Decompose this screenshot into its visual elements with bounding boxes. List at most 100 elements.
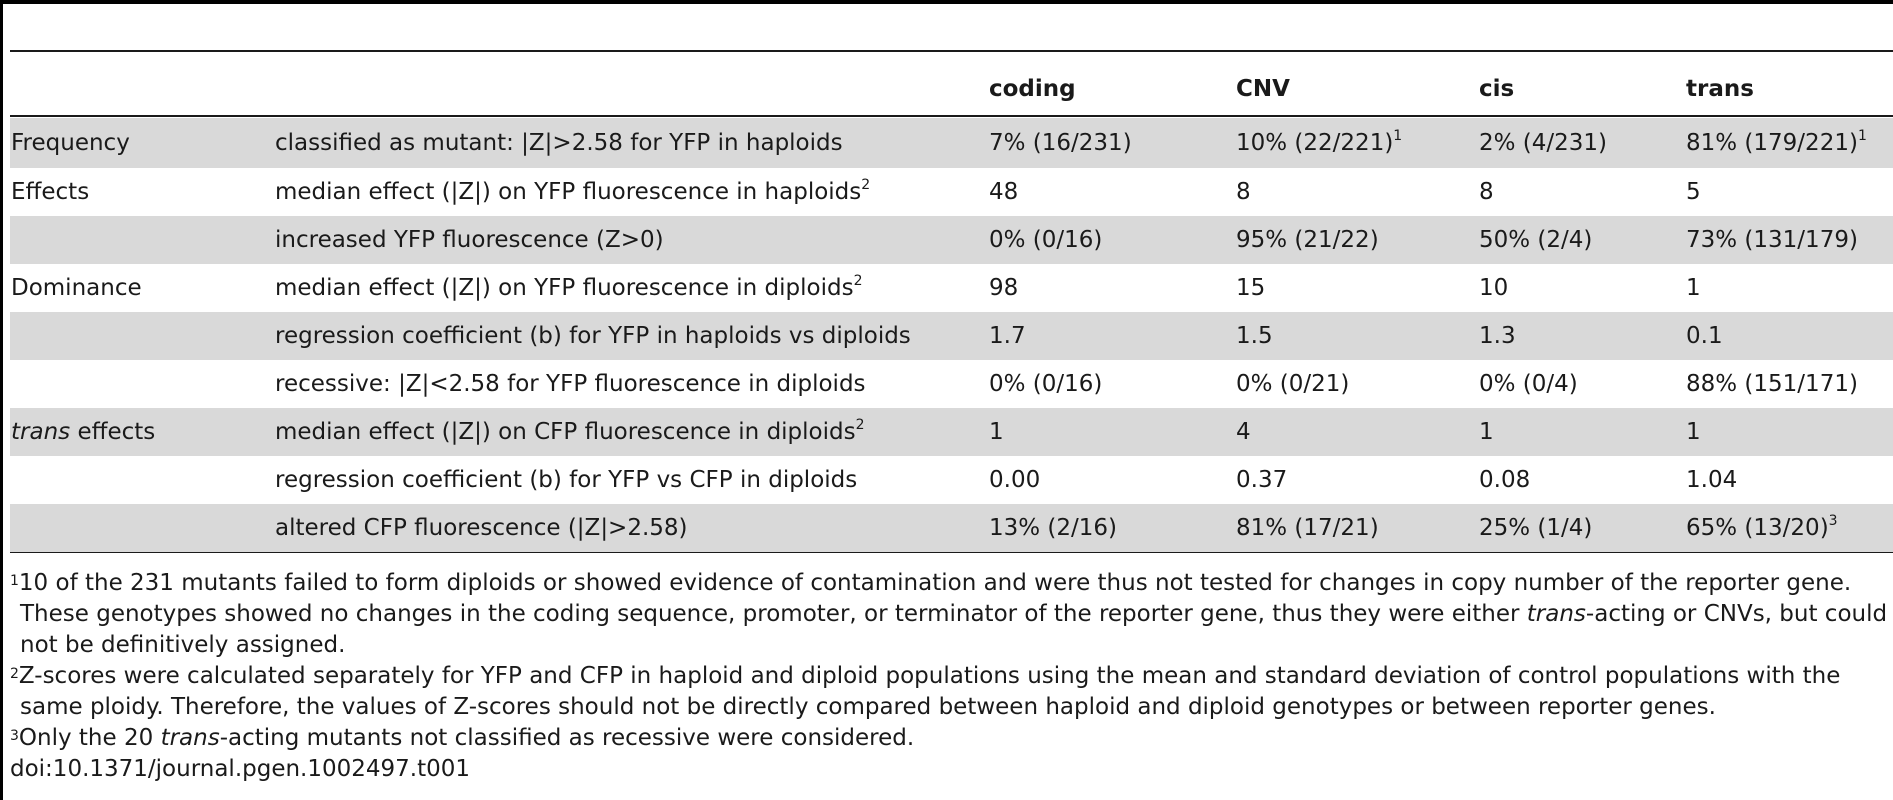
row-measure-text: regression coefficient (b) for YFP in ha…	[275, 323, 911, 349]
cell-coding-value: 1.7	[989, 323, 1026, 349]
row-group-label: Frequency	[10, 118, 274, 168]
footnote-1-text-a: 10 of the 231 mutants failed to form dip…	[18, 570, 1852, 627]
header-measure	[274, 61, 988, 118]
cell-cnv: 81% (17/21)	[1235, 504, 1478, 552]
row-group-label	[10, 360, 274, 408]
row-measure-text: median effect (|Z|) on YFP fluorescence …	[275, 179, 862, 205]
cell-cnv-value: 81% (17/21)	[1236, 515, 1379, 541]
cell-cis-value: 2% (4/231)	[1479, 130, 1608, 156]
left-border-rule	[0, 0, 3, 800]
row-group-label	[10, 504, 274, 552]
header-bottom-rule	[10, 115, 1893, 117]
footnote-3-text-b: -acting mutants not classified as recess…	[219, 725, 915, 751]
header-trans: trans	[1686, 75, 1754, 102]
footnote-3-mark: 3	[10, 728, 19, 744]
cell-cnv: 95% (21/22)	[1235, 216, 1478, 264]
footnote-1: 110 of the 231 mutants failed to form di…	[10, 568, 1893, 661]
row-measure-text: increased YFP fluorescence (Z>0)	[275, 227, 664, 253]
row-measure: recessive: |Z|<2.58 for YFP fluorescence…	[274, 360, 988, 408]
cell-coding: 0% (0/16)	[988, 216, 1235, 264]
cell-trans: 88% (151/171)	[1685, 360, 1893, 408]
row-measure: regression coefficient (b) for YFP vs CF…	[274, 456, 988, 504]
row-measure-text: recessive: |Z|<2.58 for YFP fluorescence…	[275, 371, 866, 397]
table-row: recessive: |Z|<2.58 for YFP fluorescence…	[10, 360, 1893, 408]
cell-cnv: 8	[1235, 168, 1478, 216]
header-cnv: CNV	[1236, 75, 1290, 102]
row-group-text: Frequency	[11, 130, 130, 156]
row-measure: median effect (|Z|) on CFP fluorescence …	[274, 408, 988, 456]
cell-cnv-value: 95% (21/22)	[1236, 227, 1379, 253]
cell-trans-value: 65% (13/20)	[1686, 515, 1829, 541]
cell-cis: 0.08	[1478, 456, 1685, 504]
cell-trans-value: 73% (131/179)	[1686, 227, 1858, 253]
cell-trans-value: 1.04	[1686, 467, 1738, 493]
cell-cnv-value: 0% (0/21)	[1236, 371, 1350, 397]
cell-trans-value: 5	[1686, 179, 1701, 205]
cell-cnv: 10% (22/221)1	[1235, 118, 1478, 168]
table-row: trans effects median effect (|Z|) on CFP …	[10, 408, 1893, 456]
table-bottom-rule	[10, 551, 1893, 553]
table-row: Effects median effect (|Z|) on YFP fluore…	[10, 168, 1893, 216]
row-measure: regression coefficient (b) for YFP in ha…	[274, 312, 988, 360]
header-cis: cis	[1479, 75, 1515, 102]
cell-coding-value: 1	[989, 419, 1004, 445]
cell-coding: 1	[988, 408, 1235, 456]
cell-cis: 1.3	[1478, 312, 1685, 360]
header-group	[10, 61, 274, 118]
cell-coding-value: 0% (0/16)	[989, 371, 1103, 397]
row-group-label: Dominance	[10, 264, 274, 312]
table-row: increased YFP fluorescence (Z>0) 0% (0/16…	[10, 216, 1893, 264]
row-measure: increased YFP fluorescence (Z>0)	[274, 216, 988, 264]
cell-trans-value: 1	[1686, 275, 1701, 301]
cell-trans: 81% (179/221)1	[1685, 118, 1893, 168]
footnote-2-text: Z-scores were calculated separately for …	[18, 663, 1841, 720]
cell-cnv-value: 4	[1236, 419, 1251, 445]
cell-coding: 0% (0/16)	[988, 360, 1235, 408]
cell-trans-value: 0.1	[1686, 323, 1723, 349]
cell-cnv-value: 15	[1236, 275, 1266, 301]
cell-cnv-value: 10% (22/221)	[1236, 130, 1394, 156]
header-coding: coding	[989, 75, 1076, 102]
cell-coding-value: 48	[989, 179, 1019, 205]
cell-cnv: 1.5	[1235, 312, 1478, 360]
row-group-text: Dominance	[11, 275, 142, 301]
cell-trans: 1	[1685, 264, 1893, 312]
cell-cis: 1	[1478, 408, 1685, 456]
cell-cnv-footnote-mark: 1	[1393, 128, 1403, 144]
cell-trans-value: 1	[1686, 419, 1701, 445]
row-group-label	[10, 216, 274, 264]
row-measure-footnote-mark: 2	[855, 417, 865, 433]
footnote-1-text-b: -acting or CNVs, but could not be defini…	[20, 601, 1888, 658]
cell-cis: 0% (0/4)	[1478, 360, 1685, 408]
cell-coding: 98	[988, 264, 1235, 312]
cell-coding-value: 0.00	[989, 467, 1041, 493]
row-group-label	[10, 456, 274, 504]
row-measure: classified as mutant: |Z|>2.58 for YFP i…	[274, 118, 988, 168]
row-group-label: Effects	[10, 168, 274, 216]
cell-coding: 1.7	[988, 312, 1235, 360]
cell-trans-value: 88% (151/171)	[1686, 371, 1858, 397]
row-measure-text: altered CFP fluorescence (|Z|>2.58)	[275, 515, 688, 541]
cell-cnv: 0% (0/21)	[1235, 360, 1478, 408]
row-measure-footnote-mark: 2	[861, 177, 871, 193]
row-measure: median effect (|Z|) on YFP fluorescence …	[274, 168, 988, 216]
cell-cis: 8	[1478, 168, 1685, 216]
cell-cis-value: 50% (2/4)	[1479, 227, 1593, 253]
cell-cis-value: 1.3	[1479, 323, 1516, 349]
table-row: regression coefficient (b) for YFP in ha…	[10, 312, 1893, 360]
row-group-text: Effects	[11, 179, 90, 205]
cell-coding: 48	[988, 168, 1235, 216]
cell-cis: 25% (1/4)	[1478, 504, 1685, 552]
row-measure: median effect (|Z|) on YFP fluorescence …	[274, 264, 988, 312]
table-footnotes: 110 of the 231 mutants failed to form di…	[10, 568, 1893, 785]
footnote-2-mark: 2	[10, 666, 19, 682]
table-row: Frequency classified as mutant: |Z|>2.58 …	[10, 118, 1893, 168]
top-border-rule	[0, 0, 1893, 4]
footnote-3: 3Only the 20 trans-acting mutants not cl…	[10, 723, 1893, 754]
doi-line: doi:10.1371/journal.pgen.1002497.t001	[10, 756, 471, 782]
row-measure-text: median effect (|Z|) on CFP fluorescence …	[275, 419, 856, 445]
cell-coding: 0.00	[988, 456, 1235, 504]
row-group-text: effects	[70, 419, 156, 445]
table-row: altered CFP fluorescence (|Z|>2.58) 13% (…	[10, 504, 1893, 552]
cell-cnv: 4	[1235, 408, 1478, 456]
